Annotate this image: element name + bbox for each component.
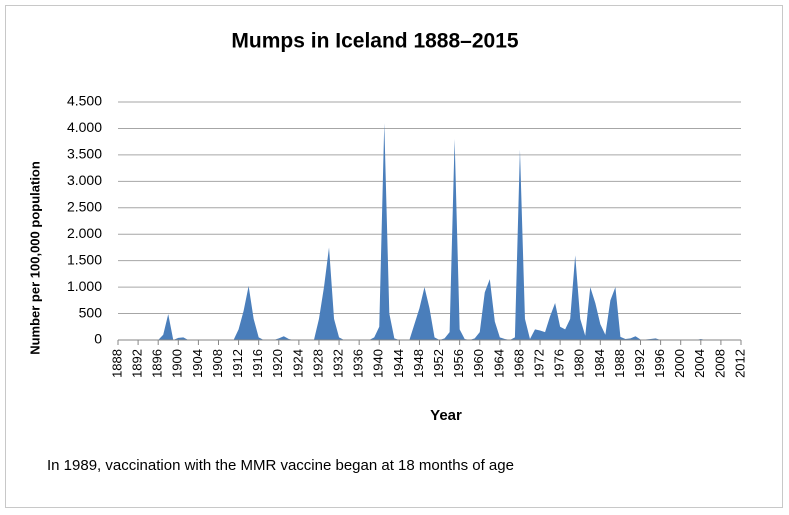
y-tick-label: 4.500 <box>67 93 102 109</box>
x-tick-label: 1968 <box>511 349 526 378</box>
y-tick-label: 2.500 <box>67 198 102 214</box>
x-tick-label: 1916 <box>250 349 265 378</box>
x-tick-label: 1912 <box>230 349 245 378</box>
x-tick-label: 1904 <box>190 349 205 378</box>
y-tick-label: 500 <box>79 304 103 320</box>
x-tick-label: 1896 <box>150 349 165 378</box>
x-tick-label: 1984 <box>592 349 607 378</box>
y-tick-label: 0 <box>94 331 102 347</box>
x-tick-label: 1996 <box>652 349 667 378</box>
y-tick-label: 4.000 <box>67 119 102 135</box>
x-tick-label: 1972 <box>531 349 546 378</box>
x-tick-label: 1960 <box>471 349 486 378</box>
x-tick-label: 1964 <box>491 349 506 378</box>
x-tick-label: 1948 <box>411 349 426 378</box>
y-tick-label: 1.000 <box>67 278 102 294</box>
x-tick-label: 1920 <box>270 349 285 378</box>
x-tick-label: 1992 <box>632 349 647 378</box>
y-axis-label: Number per 100,000 population <box>27 161 42 355</box>
y-tick-label: 3.500 <box>67 146 102 162</box>
annotation: In 1989, vaccination with the MMR vaccin… <box>47 457 514 474</box>
x-tick-label: 1908 <box>210 349 225 378</box>
x-tick-label: 1940 <box>371 349 386 378</box>
y-tick-label: 1.500 <box>67 251 102 267</box>
x-tick-label: 1928 <box>310 349 325 378</box>
x-tick-label: 1932 <box>331 349 346 378</box>
chart-title: Mumps in Iceland 1888–2015 <box>231 30 518 53</box>
x-tick-label: 2004 <box>692 349 707 378</box>
x-tick-label: 1956 <box>451 349 466 378</box>
x-tick-label: 1988 <box>612 349 627 378</box>
chart-border <box>5 5 783 508</box>
x-tick-label: 1980 <box>572 349 587 378</box>
x-tick-label: 2000 <box>672 349 687 378</box>
x-tick-label: 1900 <box>170 349 185 378</box>
x-tick-label: 1944 <box>391 349 406 378</box>
x-tick-label: 2008 <box>712 349 727 378</box>
x-tick-label: 1936 <box>351 349 366 378</box>
x-tick-label: 2012 <box>732 349 747 378</box>
x-tick-label: 1888 <box>109 349 124 378</box>
x-tick-label: 1892 <box>130 349 145 378</box>
x-axis-label: Year <box>430 407 462 424</box>
x-tick-label: 1924 <box>290 349 305 378</box>
x-tick-label: 1976 <box>552 349 567 378</box>
y-tick-label: 2.000 <box>67 225 102 241</box>
x-tick-label: 1952 <box>431 349 446 378</box>
y-tick-label: 3.000 <box>67 172 102 188</box>
